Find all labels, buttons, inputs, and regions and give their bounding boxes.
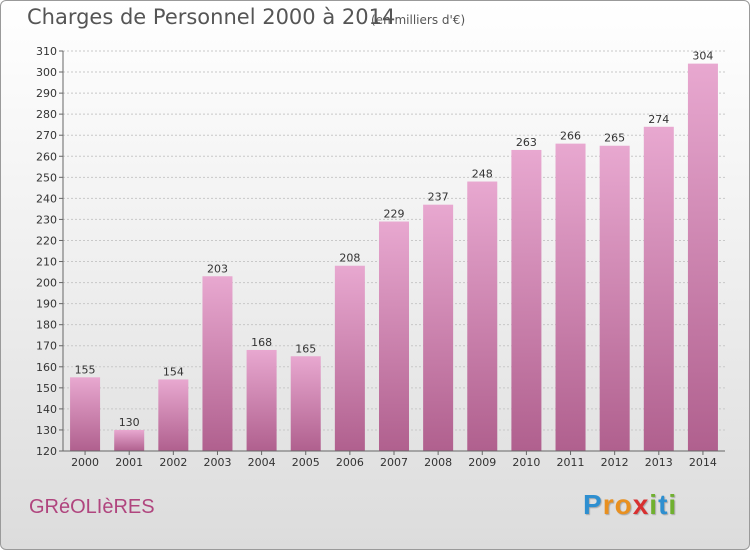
bar-value-label: 168 [251,336,272,349]
x-tick-label: 2002 [159,456,187,469]
y-tick-label: 260 [36,150,57,163]
logo-letter: i [649,489,659,520]
x-tick-label: 2008 [424,456,452,469]
logo-letter: x [632,489,650,520]
bar [599,145,630,451]
y-tick-label: 190 [36,298,57,311]
x-tick-label: 2004 [248,456,276,469]
bar-value-label: 237 [428,191,449,204]
y-tick-label: 220 [36,234,57,247]
bar [70,377,101,451]
bar [290,356,321,451]
logo-letter: i [668,489,678,520]
logo-letter: t [658,489,669,520]
bar [202,276,233,451]
bar-value-label: 274 [648,113,669,126]
bar-value-label: 130 [119,416,140,429]
y-tick-label: 130 [36,424,57,437]
chart-title: Charges de Personnel 2000 à 2014 [27,5,396,29]
y-tick-label: 290 [36,87,57,100]
bar [511,149,542,451]
y-tick-label: 250 [36,171,57,184]
bar [467,181,498,452]
x-tick-label: 2005 [292,456,320,469]
bar-value-label: 265 [604,132,625,145]
x-tick-label: 2013 [645,456,673,469]
x-tick-label: 2000 [71,456,99,469]
bar-value-label: 154 [163,365,184,378]
x-tick-label: 2012 [601,456,629,469]
logo-letter: r [602,489,615,520]
y-tick-label: 150 [36,382,57,395]
bar-value-label: 155 [75,363,96,376]
x-tick-label: 2009 [468,456,496,469]
bar-value-label: 208 [339,252,360,265]
logo-letter: o [614,489,633,520]
bar [643,126,674,451]
bar [378,221,410,451]
y-tick-label: 210 [36,256,57,269]
x-tick-label: 2010 [512,456,540,469]
y-tick-label: 280 [36,108,57,121]
proxiti-logo[interactable]: Proxiti [583,489,677,521]
bar [423,204,454,451]
bar [555,143,586,451]
x-tick-label: 2014 [689,456,717,469]
y-tick-label: 310 [36,45,57,58]
y-tick-label: 160 [36,361,57,374]
y-tick-label: 230 [36,213,57,226]
y-tick-label: 180 [36,319,57,332]
y-tick-label: 300 [36,66,57,79]
bar-value-label: 266 [560,130,581,143]
chart-subtitle: (en milliers d'€) [371,13,466,27]
x-tick-label: 2003 [203,456,231,469]
y-tick-label: 140 [36,403,57,416]
bar-value-label: 263 [516,136,537,149]
logo-letter: P [583,489,603,520]
bar-value-label: 229 [384,208,405,221]
bar [114,429,145,451]
bar-value-label: 165 [295,342,316,355]
x-tick-label: 2006 [336,456,364,469]
bar [158,379,189,451]
commune-name: GRéOLIèRES [29,496,155,518]
y-tick-label: 120 [36,445,57,458]
y-tick-label: 240 [36,192,57,205]
bar [334,265,365,451]
bar-value-label: 203 [207,262,228,275]
bar [246,349,277,451]
y-tick-label: 200 [36,277,57,290]
x-tick-label: 2001 [115,456,143,469]
bar-value-label: 304 [692,50,713,63]
y-tick-label: 170 [36,340,57,353]
y-tick-label: 270 [36,129,57,142]
x-tick-label: 2011 [557,456,585,469]
bar-value-label: 248 [472,168,493,181]
x-tick-label: 2007 [380,456,408,469]
bar [687,63,718,451]
